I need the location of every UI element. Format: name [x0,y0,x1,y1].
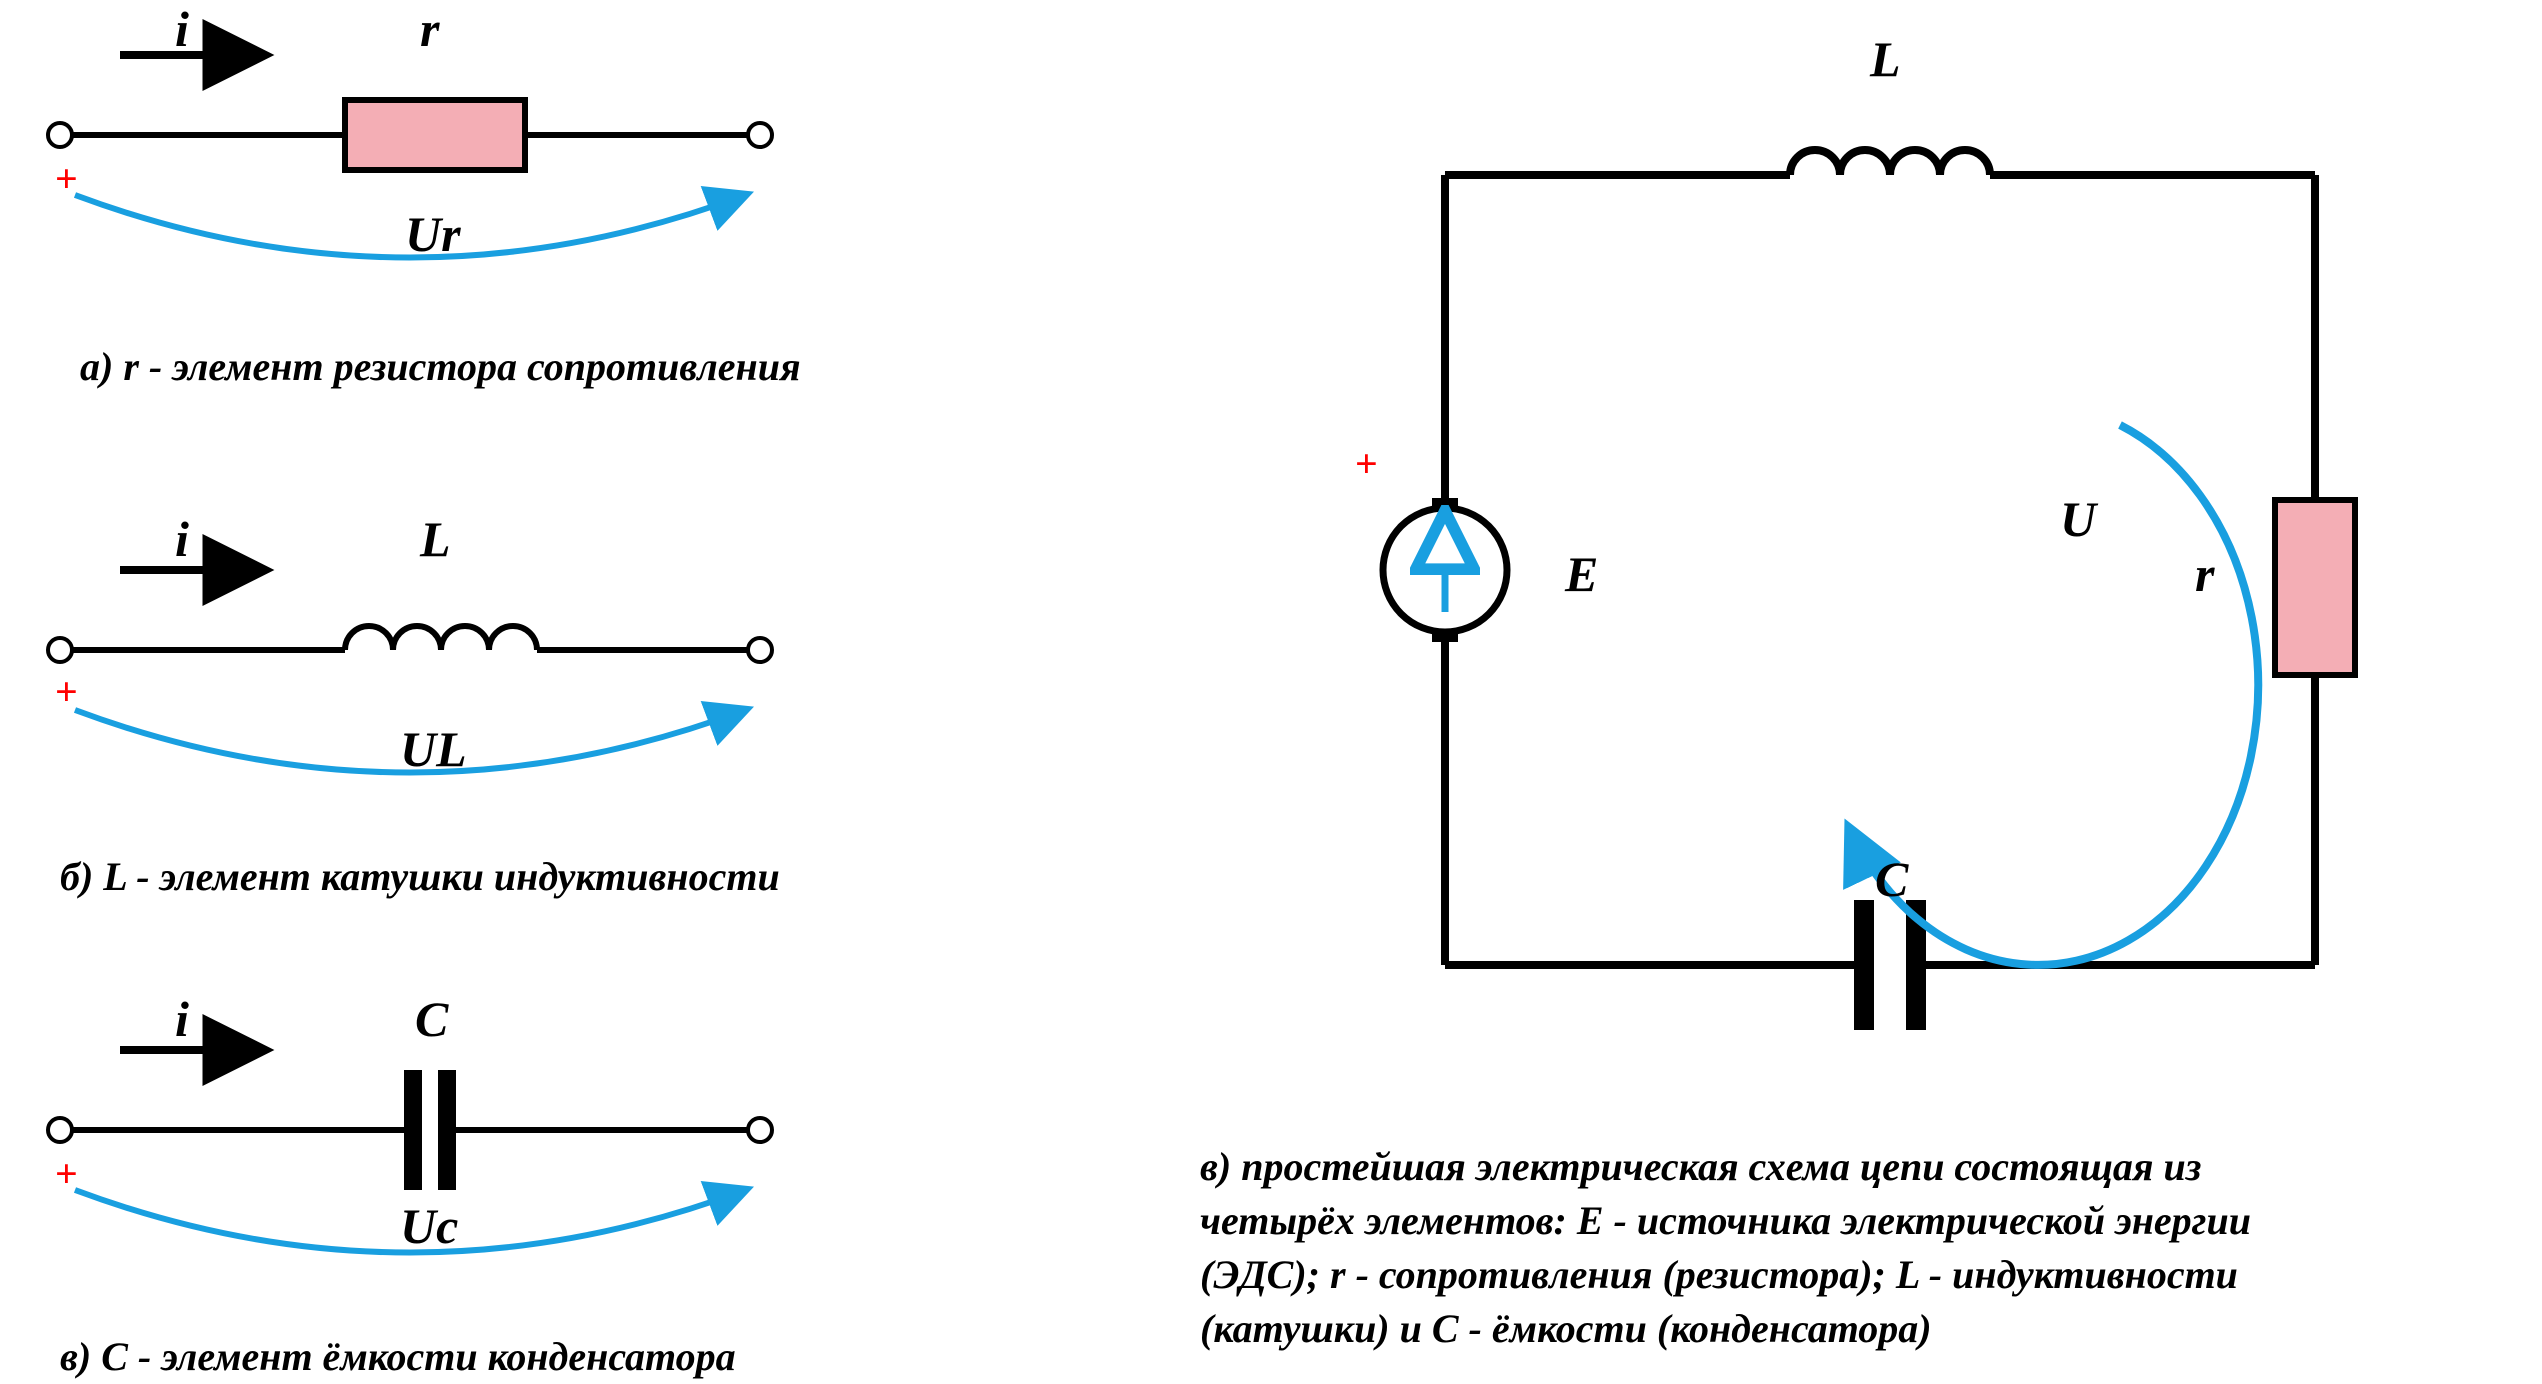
plus-sign: + [1355,440,1378,487]
terminal-left [48,638,72,662]
diagram-canvas: i r Ur + а) r - элемент резистора сопрот… [0,0,2542,1383]
label-L: L [420,510,451,568]
capacitor-plate-left [404,1070,422,1190]
caption-d-line: (ЭДС); r - сопротивления (резистора); L … [1200,1248,2251,1302]
caption-d-line: в) простейшая электрическая схема цепи с… [1200,1140,2251,1194]
label-i: i [175,0,189,58]
inductor-symbol [1790,150,1990,175]
terminal-right [748,1118,772,1142]
resistor-symbol [2275,500,2355,675]
label-r: r [2195,545,2214,603]
loop-voltage-arrow [1850,425,2258,965]
plus-sign: + [55,1150,78,1197]
inductor-symbol [345,626,537,650]
label-U: U [2060,490,2096,548]
caption-d-line: (катушки) и С - ёмкости (конденсатора) [1200,1302,2251,1356]
capacitor-plate-left [1854,900,1874,1030]
caption-c: в) С - элемент ёмкости конденсатора [60,1330,736,1384]
terminal-right [748,638,772,662]
label-C: C [415,990,448,1048]
label-E: E [1565,545,1598,603]
label-i: i [175,510,189,568]
label-L: L [1870,30,1901,88]
capacitor-plate-right [438,1070,456,1190]
caption-b: б) L - элемент катушки индуктивности [60,850,780,904]
caption-d: в) простейшая электрическая схема цепи с… [1200,1140,2251,1356]
label-C: C [1875,850,1908,908]
terminal-left [48,123,72,147]
plus-sign: + [55,155,78,202]
resistor-symbol [345,100,525,170]
label-Ur: Ur [405,205,461,263]
caption-d-line: четырёх элементов: Е - источника электри… [1200,1194,2251,1248]
terminal-left [48,1118,72,1142]
terminal-right [748,123,772,147]
label-i: i [175,990,189,1048]
label-r: r [420,0,439,58]
label-UL: UL [400,720,467,778]
plus-sign: + [55,668,78,715]
caption-a: а) r - элемент резистора сопротивления [80,340,801,394]
label-Uc: Uc [400,1197,458,1255]
